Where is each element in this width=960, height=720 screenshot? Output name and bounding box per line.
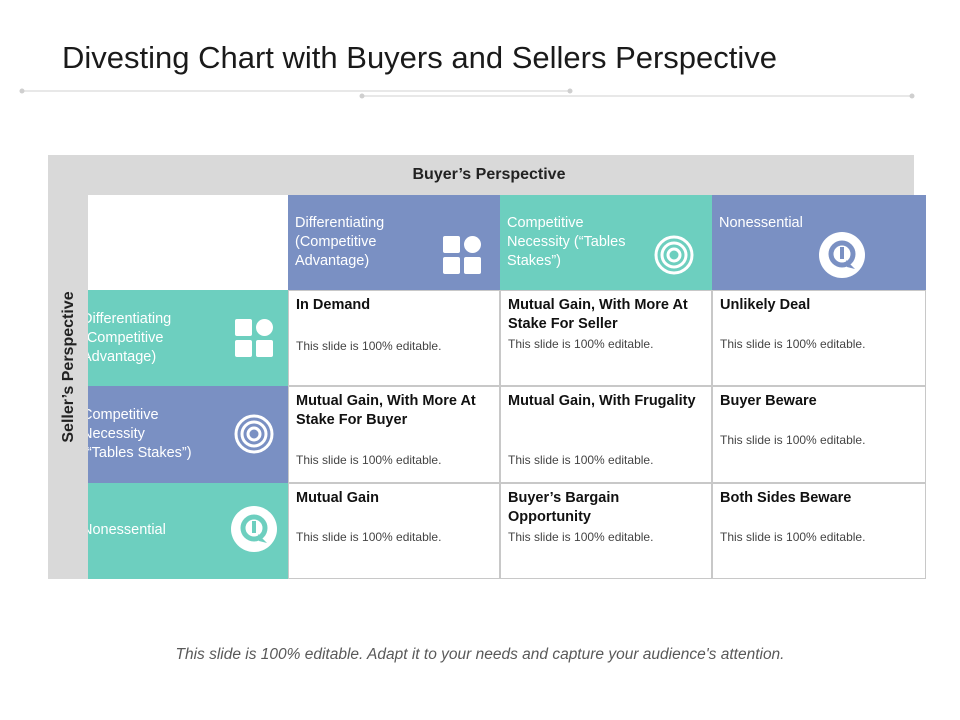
cell-title: Unlikely Deal bbox=[720, 297, 811, 313]
cell-title: Buyer’s Bargain Opportunity bbox=[508, 490, 620, 525]
matrix-cell: Mutual Gain This slide is 100% editable. bbox=[288, 483, 500, 579]
cell-description: This slide is 100% editable. bbox=[296, 530, 442, 544]
cell-title: Mutual Gain, With Frugality bbox=[508, 393, 696, 409]
divider-dot bbox=[567, 88, 573, 94]
column-header-label: Competitive Necessity (“Tables Stakes”) bbox=[507, 215, 626, 269]
cell-title: Mutual Gain, With More At Stake For Buye… bbox=[296, 393, 476, 428]
row-header-3: Nonessential bbox=[88, 483, 288, 579]
row-header-1: Differentiating (Competitive Advantage) bbox=[88, 290, 288, 386]
cell-description: This slide is 100% editable. bbox=[508, 530, 654, 544]
cell-description: This slide is 100% editable. bbox=[720, 433, 866, 447]
q-badge-icon bbox=[818, 231, 866, 284]
blocks-icon bbox=[230, 314, 278, 367]
matrix-corner-cell bbox=[88, 195, 288, 290]
row-header-label: Competitive Necessity (“Tables Stakes”) bbox=[88, 407, 192, 461]
cell-description: This slide is 100% editable. bbox=[508, 453, 654, 467]
cell-title: Mutual Gain bbox=[296, 490, 379, 506]
title-divider bbox=[19, 88, 915, 99]
matrix-cell: In Demand This slide is 100% editable. bbox=[288, 290, 500, 386]
cell-description: This slide is 100% editable. bbox=[296, 453, 442, 467]
divider-dot bbox=[359, 93, 365, 99]
cell-title: Both Sides Beware bbox=[720, 490, 852, 506]
blocks-icon bbox=[438, 231, 486, 284]
column-header-3: Nonessential bbox=[712, 195, 926, 290]
divider-dot bbox=[909, 93, 915, 99]
cell-title: Mutual Gain, With More At Stake For Sell… bbox=[508, 297, 688, 332]
matrix-cell: Mutual Gain, With More At Stake For Sell… bbox=[500, 290, 712, 386]
matrix-cell: Unlikely Deal This slide is 100% editable… bbox=[712, 290, 926, 386]
row-header-label: Differentiating (Competitive Advantage) bbox=[88, 311, 172, 365]
seller-perspective-text: Seller’s Perspective bbox=[60, 291, 77, 443]
target-icon bbox=[230, 410, 278, 463]
matrix-cell: Mutual Gain, With Frugality This slide is… bbox=[500, 386, 712, 483]
column-header-2: Competitive Necessity (“Tables Stakes”) bbox=[500, 195, 712, 290]
buyer-perspective-label: Buyer’s Perspective bbox=[412, 166, 566, 183]
row-header-label: Nonessential bbox=[88, 522, 166, 538]
matrix-cell: Both Sides Beware This slide is 100% edit… bbox=[712, 483, 926, 579]
column-header-1: Differentiating (Competitive Advantage) bbox=[288, 195, 500, 290]
matrix-cell: Mutual Gain, With More At Stake For Buye… bbox=[288, 386, 500, 483]
cell-description: This slide is 100% editable. bbox=[508, 337, 654, 351]
matrix-cell: Buyer’s Bargain Opportunity This slide is… bbox=[500, 483, 712, 579]
q-badge-icon bbox=[230, 505, 278, 558]
cell-title: Buyer Beware bbox=[720, 393, 817, 409]
matrix-cell: Buyer Beware This slide is 100% editable. bbox=[712, 386, 926, 483]
row-header-2: Competitive Necessity (“Tables Stakes”) bbox=[88, 386, 288, 483]
cell-description: This slide is 100% editable. bbox=[720, 530, 866, 544]
cell-description: This slide is 100% editable. bbox=[720, 337, 866, 351]
cell-description: This slide is 100% editable. bbox=[296, 339, 442, 353]
slide-title: Divesting Chart with Buyers and Sellers … bbox=[62, 40, 778, 75]
cell-title: In Demand bbox=[296, 297, 371, 313]
divider-dot bbox=[19, 88, 25, 94]
column-header-label: Differentiating (Competitive Advantage) bbox=[295, 215, 385, 269]
target-icon bbox=[650, 231, 698, 284]
column-header-label: Nonessential bbox=[719, 215, 803, 231]
footer-note: This slide is 100% editable. Adapt it to… bbox=[175, 646, 785, 663]
